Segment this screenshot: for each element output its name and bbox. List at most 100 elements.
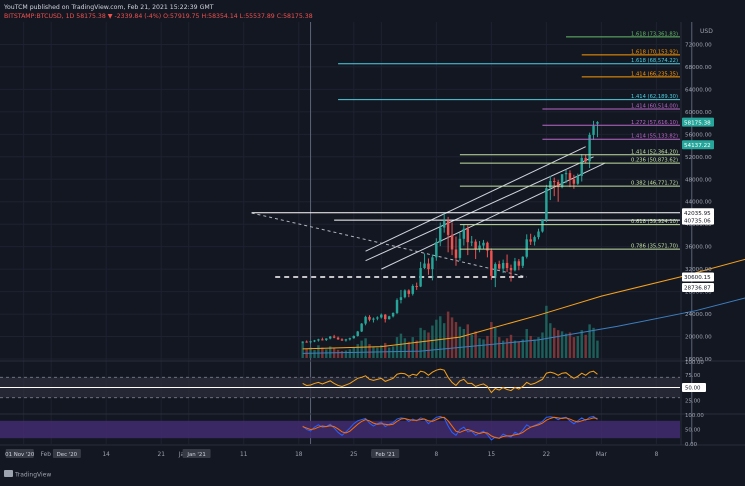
candle-body[interactable] (395, 300, 399, 313)
candle-body[interactable] (462, 228, 466, 239)
candle-body[interactable] (490, 250, 493, 276)
time-axis[interactable]: 2021Feb '211421Jan '21111825Feb '2181522… (5, 449, 659, 458)
candle-body[interactable] (568, 173, 572, 180)
candle-body[interactable] (497, 264, 501, 269)
candle-body[interactable] (560, 174, 564, 188)
time-axis-tag[interactable]: Dec '20 (52, 449, 81, 458)
candle-body[interactable] (549, 180, 552, 189)
volume-bar (442, 323, 446, 358)
candles[interactable] (301, 120, 599, 344)
candle-body[interactable] (317, 339, 320, 341)
candle-body[interactable] (384, 314, 387, 320)
candle-body[interactable] (529, 239, 532, 242)
candle-body[interactable] (423, 263, 426, 269)
price-tag[interactable]: 28736.87 (682, 282, 714, 292)
rsi-value-tag[interactable]: 50.00 (682, 383, 706, 392)
candle-body[interactable] (509, 268, 513, 271)
candle-body[interactable] (470, 241, 473, 243)
volume-bar (572, 337, 576, 358)
candle-body[interactable] (313, 340, 316, 342)
candle-body[interactable] (368, 316, 371, 320)
candle-body[interactable] (521, 256, 525, 266)
candle-body[interactable] (486, 242, 489, 251)
candle-body[interactable] (564, 173, 568, 175)
candle-body[interactable] (439, 227, 442, 243)
candle-body[interactable] (466, 228, 469, 243)
time-axis-tag[interactable]: Feb '21 (371, 449, 400, 458)
candle-body[interactable] (572, 179, 576, 184)
candle-body[interactable] (537, 231, 540, 238)
candle-body[interactable] (435, 242, 438, 258)
candle-body[interactable] (533, 237, 536, 242)
candle-body[interactable] (419, 268, 422, 287)
candle-body[interactable] (407, 290, 411, 294)
candle-body[interactable] (403, 290, 407, 298)
candle-body[interactable] (541, 219, 544, 232)
candle-body[interactable] (376, 317, 379, 319)
candle-body[interactable] (332, 336, 336, 338)
candle-body[interactable] (344, 339, 348, 341)
candle-body[interactable] (305, 341, 308, 343)
price-tag[interactable]: 54137.22 (682, 140, 714, 150)
price-axis[interactable]: 16000.00 20000.00 24000.00 28000.00 32000.00… (682, 42, 714, 363)
price-tag[interactable]: 30600.15 (682, 272, 714, 282)
candle-body[interactable] (387, 316, 391, 320)
candle-body[interactable] (576, 175, 580, 184)
candle-body[interactable] (580, 157, 583, 176)
candle-body[interactable] (592, 125, 595, 135)
price-axis-tick-label: 44000.00 (685, 200, 712, 206)
price-tag[interactable]: 42035.95 (682, 208, 714, 218)
price-tag[interactable]: 58175.38 (682, 117, 714, 127)
candle-body[interactable] (415, 285, 418, 287)
indicators: 100.0075.0050.0025.0050.00100.0050.000.0… (0, 360, 706, 448)
price-tag[interactable]: 40735.06 (682, 215, 714, 225)
candle-body[interactable] (513, 261, 517, 271)
candle-body[interactable] (340, 339, 344, 341)
candle-body[interactable] (391, 312, 395, 317)
candle-body[interactable] (325, 338, 328, 340)
candle-body[interactable] (380, 314, 383, 318)
candle-body[interactable] (458, 238, 462, 258)
price-axis-tick-label: 24000.00 (685, 312, 712, 318)
candle-body[interactable] (360, 323, 363, 332)
candle-body[interactable] (352, 335, 356, 339)
candle-body[interactable] (442, 220, 446, 228)
time-axis-tag[interactable]: 01 Nov '20 (5, 449, 35, 458)
overlays (251, 146, 745, 354)
candle-body[interactable] (446, 220, 450, 235)
candle-body[interactable] (427, 263, 430, 270)
candle-body[interactable] (478, 245, 481, 250)
candle-body[interactable] (525, 239, 528, 257)
candle-body[interactable] (545, 188, 548, 220)
candle-body[interactable] (321, 339, 324, 341)
candle-body[interactable] (474, 241, 477, 250)
candle-body[interactable] (517, 261, 521, 266)
candle-body[interactable] (348, 338, 352, 340)
candle-body[interactable] (431, 257, 434, 270)
candle-body[interactable] (501, 262, 505, 269)
tradingview-logo[interactable]: TradingView (4, 470, 51, 479)
candle-body[interactable] (584, 157, 587, 162)
candle-body[interactable] (411, 285, 414, 294)
candle-body[interactable] (556, 182, 560, 188)
price-tag-box (682, 282, 714, 292)
candle-body[interactable] (301, 341, 304, 343)
candle-body[interactable] (399, 297, 403, 301)
candle-body[interactable] (450, 234, 454, 250)
candle-body[interactable] (494, 264, 497, 276)
candle-body[interactable] (372, 318, 375, 320)
candle-body[interactable] (356, 331, 359, 336)
candle-body[interactable] (364, 316, 367, 324)
candle-body[interactable] (588, 134, 591, 162)
candle-body[interactable] (596, 122, 599, 124)
candle-body[interactable] (553, 180, 556, 183)
candle-body[interactable] (482, 242, 485, 246)
time-axis-tag[interactable]: Jan '21 (182, 449, 211, 458)
rsi-tick-label: 100.00 (685, 360, 704, 366)
candle-body[interactable] (505, 262, 509, 269)
candle-body[interactable] (454, 249, 458, 258)
candle-body[interactable] (336, 337, 340, 340)
candle-body[interactable] (309, 341, 312, 343)
candle-body[interactable] (328, 336, 332, 339)
